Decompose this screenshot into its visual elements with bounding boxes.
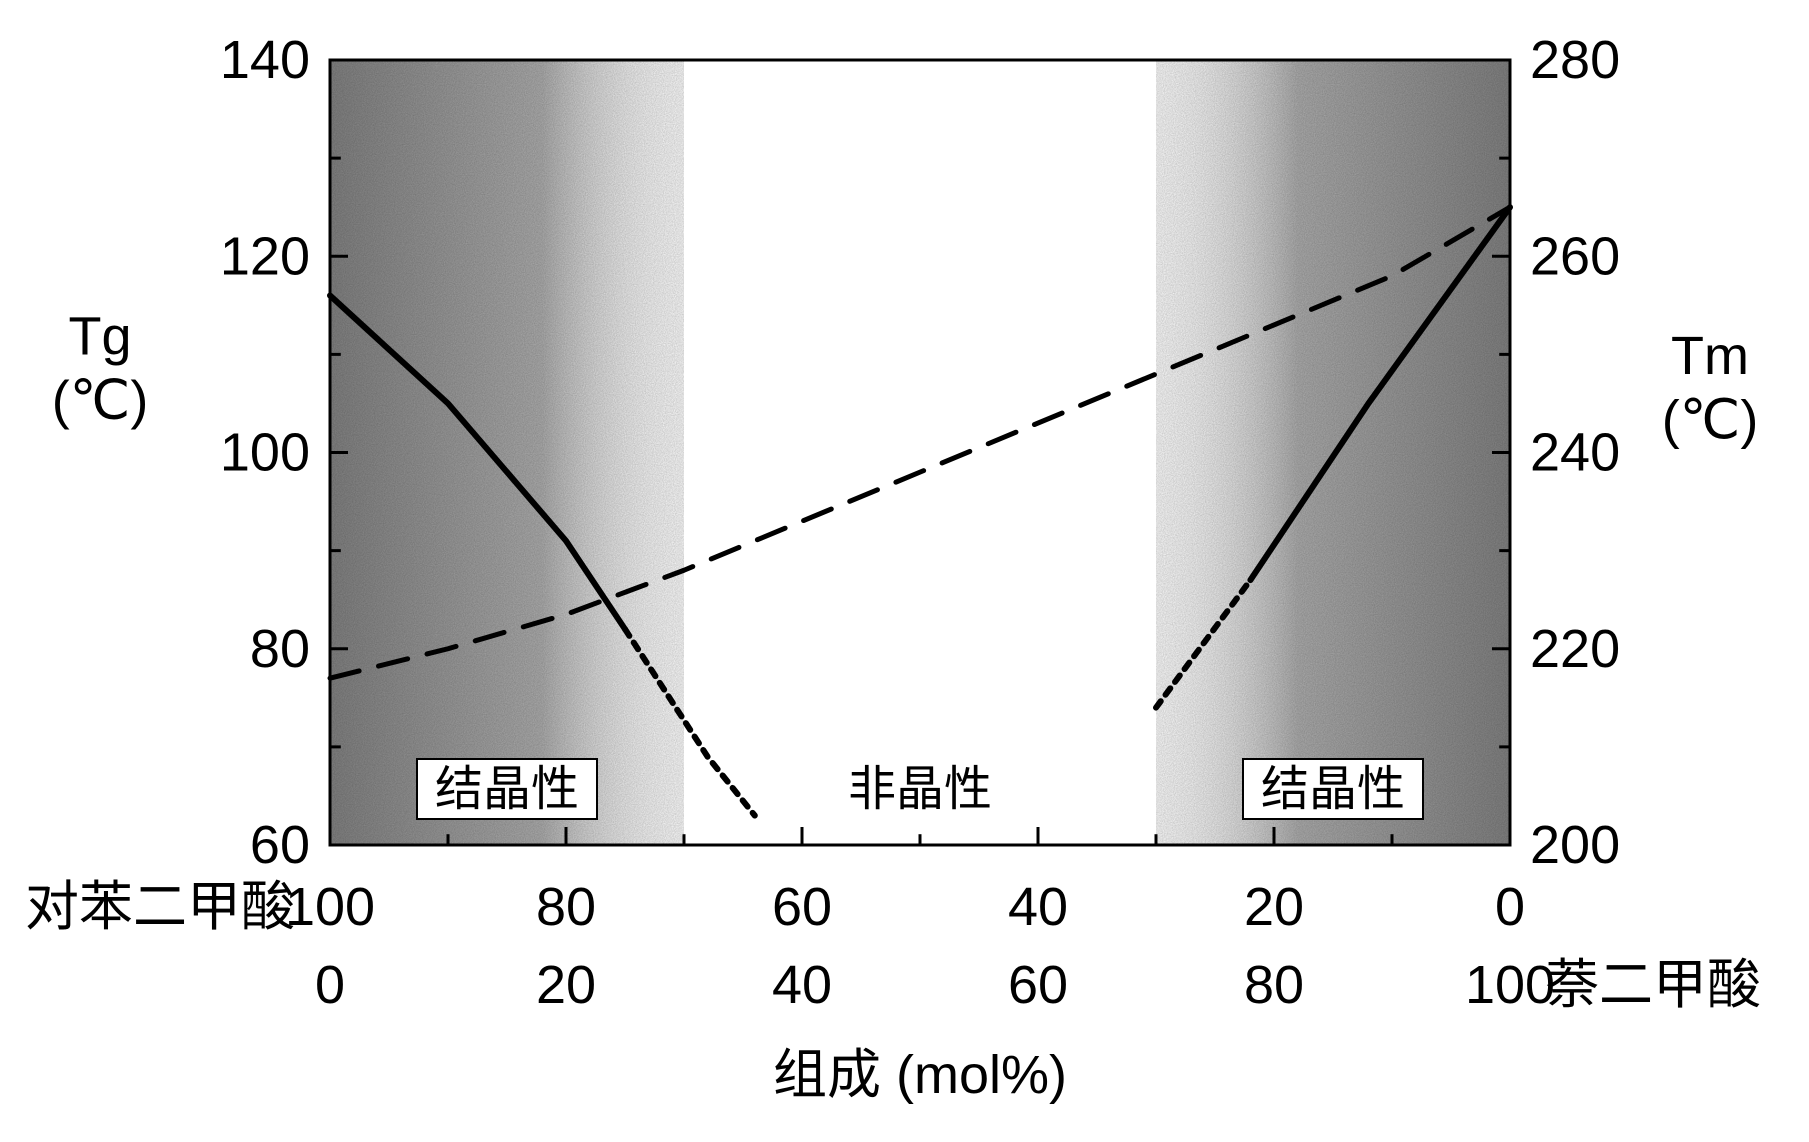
x-row1-value: 100 <box>285 877 375 937</box>
x-row1-value: 0 <box>1495 877 1525 937</box>
x-row2-value: 40 <box>772 955 832 1015</box>
x-row2-label: 萘二甲酸 <box>1545 955 1761 1015</box>
y-right-tick-label: 240 <box>1530 423 1620 483</box>
y-left-axis-label-line2: (℃) <box>52 370 149 430</box>
y-right-tick-label: 200 <box>1530 815 1620 875</box>
y-right-tick-label: 280 <box>1530 30 1620 90</box>
y-left-tick-label: 100 <box>220 423 310 483</box>
x-row2-value: 20 <box>536 955 596 1015</box>
x-row2-value: 0 <box>315 955 345 1015</box>
y-left-axis-label-line1: Tg <box>68 306 131 366</box>
y-right-axis-label-line2: (℃) <box>1662 390 1759 450</box>
chart-root: 6080100120140200220240260280Tg(℃)Tm(℃)对苯… <box>0 0 1809 1142</box>
x-row2-value: 100 <box>1465 955 1555 1015</box>
y-left-tick-label: 80 <box>250 619 310 679</box>
y-left-tick-label: 120 <box>220 226 310 286</box>
region-label: 非晶性 <box>848 763 992 816</box>
y-left-tick-label: 140 <box>220 30 310 90</box>
x-row1-value: 80 <box>536 877 596 937</box>
x-row2-value: 80 <box>1244 955 1304 1015</box>
y-left-tick-label: 60 <box>250 815 310 875</box>
y-right-axis-label-line1: Tm <box>1671 326 1749 386</box>
x-row1-label: 对苯二甲酸 <box>25 877 295 937</box>
x-row1-value: 40 <box>1008 877 1068 937</box>
x-axis-title: 组成 (mol%) <box>773 1045 1067 1105</box>
x-row2-value: 60 <box>1008 955 1068 1015</box>
y-right-tick-label: 220 <box>1530 619 1620 679</box>
x-row1-value: 60 <box>772 877 832 937</box>
region-label: 结晶性 <box>1261 763 1405 816</box>
x-row1-value: 20 <box>1244 877 1304 937</box>
y-right-tick-label: 260 <box>1530 226 1620 286</box>
chart-svg: 6080100120140200220240260280Tg(℃)Tm(℃)对苯… <box>0 0 1809 1142</box>
region-label: 结晶性 <box>435 763 579 816</box>
